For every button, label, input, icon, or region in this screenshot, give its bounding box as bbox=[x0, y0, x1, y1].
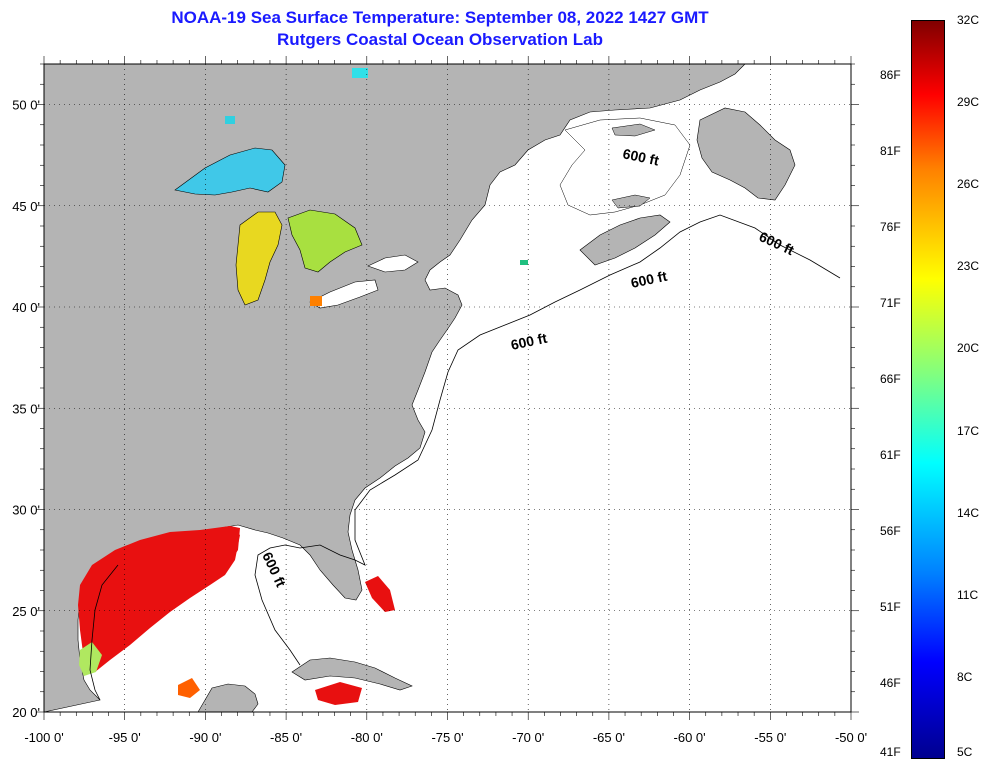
lake-erie bbox=[309, 279, 379, 309]
great-lakes bbox=[174, 147, 419, 309]
land-nova-scotia bbox=[579, 214, 671, 266]
x-tick-label: -70 0' bbox=[512, 730, 544, 745]
colorbar-celsius-label: 20C bbox=[957, 341, 980, 356]
sst-nipigon-patch bbox=[225, 116, 235, 124]
land-pei bbox=[611, 194, 651, 209]
y-tick-label: 25 0' bbox=[12, 604, 40, 619]
colorbar-celsius-label: 26C bbox=[957, 177, 980, 192]
map-grid bbox=[44, 64, 851, 712]
sst-gulf-west bbox=[78, 526, 240, 672]
contour-600ft bbox=[254, 214, 841, 666]
colorbar-fahrenheit-label: 86F bbox=[880, 68, 901, 82]
land-yucatan bbox=[197, 683, 259, 713]
y-tick-label: 20 0' bbox=[12, 705, 40, 720]
y-tick-label: 35 0' bbox=[12, 401, 40, 416]
lake-michigan bbox=[235, 211, 283, 306]
colorbar-celsius-label: 29C bbox=[957, 95, 980, 110]
colorbar-fahrenheit-label: 66F bbox=[880, 372, 901, 386]
sst-cuba-south bbox=[315, 682, 362, 705]
lake-ontario bbox=[367, 254, 419, 273]
sst-florida-straits bbox=[365, 576, 395, 612]
land-cuba bbox=[291, 657, 413, 691]
colorbar-fahrenheit-label: 71F bbox=[880, 296, 901, 310]
colorbar-celsius-label: 32C bbox=[957, 13, 980, 27]
colorbar-celsius-label: 14C bbox=[957, 505, 980, 520]
x-tick-label: -50 0' bbox=[835, 730, 867, 745]
sst-gulf-north bbox=[200, 526, 240, 575]
y-tick-label: 40 0' bbox=[12, 300, 40, 315]
y-tick-label: 30 0' bbox=[12, 503, 40, 518]
sst-lake-erie-west bbox=[310, 296, 322, 306]
colorbar-celsius-label: 8C bbox=[957, 669, 973, 684]
y-tick-label: 45 0' bbox=[12, 199, 40, 214]
contour-label: 600 ft bbox=[629, 268, 668, 291]
colorbar-celsius-label: 23C bbox=[957, 259, 980, 274]
lake-huron bbox=[287, 209, 363, 273]
x-tick-label: -85 0' bbox=[270, 730, 302, 745]
sst-gulf-of-maine bbox=[520, 260, 528, 265]
colorbar-fahrenheit-label: 81F bbox=[880, 144, 901, 158]
x-tick-label: -80 0' bbox=[351, 730, 383, 745]
colorbar-fahrenheit-label: 56F bbox=[880, 524, 901, 538]
chart-subtitle: Rutgers Coastal Ocean Observation Lab bbox=[277, 30, 603, 49]
contour-label: 600 ft bbox=[621, 145, 660, 168]
sst-warm-gulf bbox=[78, 526, 395, 705]
x-tick-label: -60 0' bbox=[674, 730, 706, 745]
land-anticosti bbox=[611, 123, 656, 137]
colorbar-fahrenheit-label: 46F bbox=[880, 676, 901, 690]
y-tick-label: 50 0' bbox=[12, 98, 40, 113]
colorbar-celsius-label: 5C bbox=[957, 745, 973, 759]
x-tick-label: -100 0' bbox=[24, 730, 63, 745]
x-tick-label: -75 0' bbox=[431, 730, 463, 745]
x-tick-label: -55 0' bbox=[754, 730, 786, 745]
lake-superior bbox=[174, 147, 286, 196]
land-newfoundland bbox=[696, 107, 796, 201]
colorbar-celsius-label: 17C bbox=[957, 423, 980, 438]
axis-ticks: -100 0' -95 0' -90 0' -85 0' -80 0' -75 0' -70… bbox=[12, 56, 867, 745]
sst-yucatan-channel bbox=[178, 678, 200, 698]
colorbar-fahrenheit-label: 76F bbox=[880, 220, 901, 234]
colorbar bbox=[911, 20, 945, 759]
x-tick-label: -95 0' bbox=[109, 730, 141, 745]
colorbar-celsius-label: 11C bbox=[957, 587, 979, 602]
sst-hudson-patch bbox=[352, 68, 368, 78]
chart-title: NOAA-19 Sea Surface Temperature: Septemb… bbox=[171, 8, 709, 27]
colorbar-fahrenheit-label: 61F bbox=[880, 448, 901, 462]
contour-600ft-gulf bbox=[89, 564, 119, 701]
x-tick-label: -90 0' bbox=[189, 730, 221, 745]
contour-label: 600 ft bbox=[509, 330, 548, 353]
x-tick-label: -65 0' bbox=[593, 730, 625, 745]
colorbar-fahrenheit-label: 51F bbox=[880, 600, 901, 614]
colorbar-fahrenheit-label: 41F bbox=[880, 745, 901, 759]
